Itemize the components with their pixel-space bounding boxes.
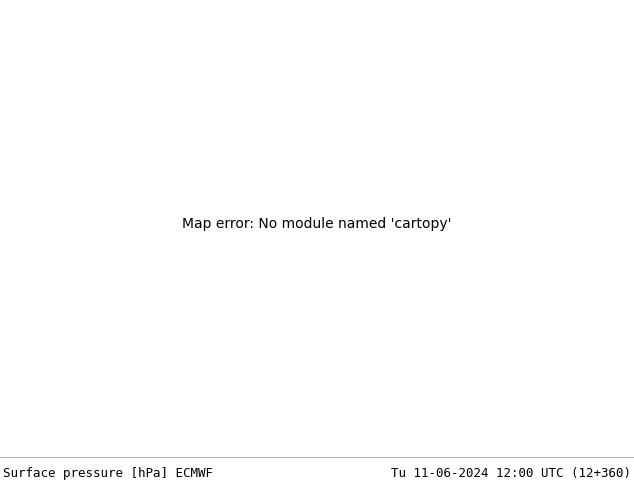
Text: Surface pressure [hPa] ECMWF: Surface pressure [hPa] ECMWF	[3, 467, 213, 480]
Text: Map error: No module named 'cartopy': Map error: No module named 'cartopy'	[182, 218, 452, 231]
Text: Tu 11-06-2024 12:00 UTC (12+360): Tu 11-06-2024 12:00 UTC (12+360)	[391, 467, 631, 480]
